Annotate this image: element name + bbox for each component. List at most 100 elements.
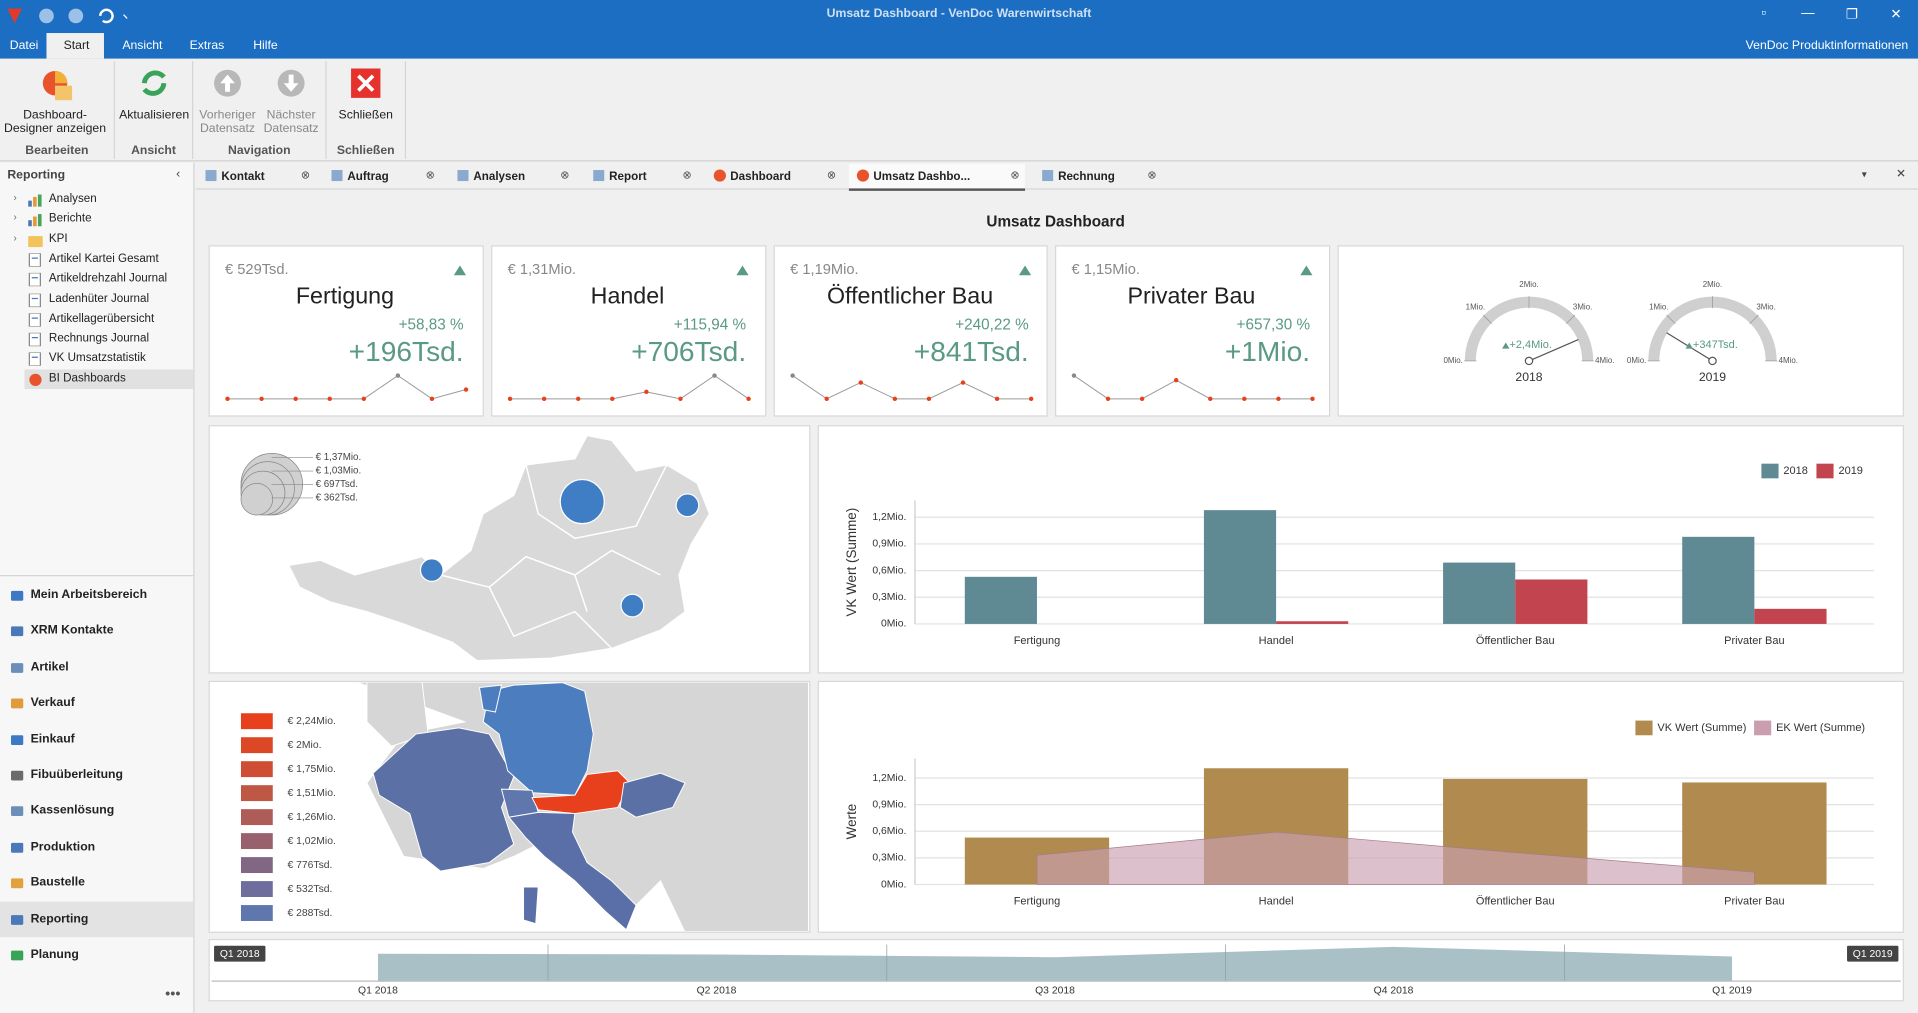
ribbon-icon-graphic xyxy=(274,66,308,100)
doc-tab-close[interactable]: ⊗ xyxy=(683,169,692,182)
menu-tab[interactable]: Extras xyxy=(190,39,225,52)
nav-item[interactable]: Produktion xyxy=(31,840,96,853)
doc-tab-close[interactable]: ⊗ xyxy=(1010,169,1019,182)
doc-tab-icon xyxy=(456,169,469,182)
doc-tab-close[interactable]: ⊗ xyxy=(827,169,836,182)
menu-tab[interactable]: Start xyxy=(64,39,90,52)
window-button[interactable]: ▫ xyxy=(1752,6,1776,21)
nav-icon xyxy=(10,912,25,927)
tree-item[interactable]: Berichte xyxy=(49,212,92,225)
tree-icon xyxy=(28,213,43,226)
spark-point xyxy=(644,390,648,394)
x-tick-label: Handel xyxy=(1259,635,1294,647)
spark-point xyxy=(362,397,366,401)
spark-point xyxy=(1310,397,1314,401)
nav-item[interactable]: Verkauf xyxy=(31,696,75,709)
doc-tab[interactable]: Auftrag xyxy=(347,170,388,183)
nav-item[interactable]: Baustelle xyxy=(31,876,85,889)
tree-item[interactable]: BI Dashboards xyxy=(49,372,126,385)
tree-item[interactable]: VK Umsatzstatistik xyxy=(49,352,146,365)
doc-tab[interactable]: Dashboard xyxy=(730,170,791,183)
sidebar-collapse[interactable]: ‹ xyxy=(176,168,180,181)
ribbon-button[interactable]: Vorheriger Datensatz xyxy=(197,109,258,136)
tree-item[interactable]: Artikel Kartei Gesamt xyxy=(49,252,159,265)
tree-icon xyxy=(28,193,43,206)
tree-item[interactable]: KPI xyxy=(49,232,68,245)
spark-point xyxy=(293,397,297,401)
tree-item[interactable]: Ladenhüter Journal xyxy=(49,292,149,305)
ribbon-group-label: Schließen xyxy=(327,144,405,157)
nav-item[interactable]: Artikel xyxy=(31,660,69,673)
menu-tab[interactable]: Hilfe xyxy=(253,39,277,52)
range-handle-label: Q1 2019 xyxy=(1853,949,1893,960)
card-percent: +657,30 % xyxy=(1237,316,1311,333)
doc-tab-close[interactable]: ⊗ xyxy=(426,169,435,182)
doc-tab[interactable]: Report xyxy=(609,170,646,183)
doc-tab-close[interactable]: ⊗ xyxy=(1147,169,1156,182)
spark-point xyxy=(259,397,263,401)
doc-tab[interactable]: Rechnung xyxy=(1058,170,1115,183)
ribbon-button[interactable]: Schließen xyxy=(311,109,421,122)
bar xyxy=(1204,510,1276,624)
nav-item[interactable]: XRM Kontakte xyxy=(31,624,114,637)
dashboard-title: Umsatz Dashboard xyxy=(986,214,1124,231)
legend-label: € 776Tsd. xyxy=(287,860,332,871)
quick-access xyxy=(5,5,127,27)
menu-tab[interactable]: Datei xyxy=(10,39,39,52)
nav-icon xyxy=(10,840,25,855)
legend-swatch xyxy=(241,785,273,801)
nav-item[interactable]: Planung xyxy=(31,948,79,961)
tree-item[interactable]: Rechnungs Journal xyxy=(49,332,149,345)
tree-icon-graphic xyxy=(28,353,43,366)
ribbon-button[interactable]: Aktualisieren xyxy=(99,109,209,122)
tree-icon xyxy=(28,273,43,286)
tree-icon-graphic xyxy=(28,213,43,226)
x-tick-label: Fertigung xyxy=(1014,635,1060,647)
doc-tab[interactable]: Kontakt xyxy=(221,170,264,183)
window-button[interactable]: ❐ xyxy=(1840,6,1864,22)
legend-label: € 288Tsd. xyxy=(287,908,332,919)
tab-close-all[interactable]: ✕ xyxy=(1896,168,1906,181)
range-axis-label: Q1 2019 xyxy=(1712,986,1752,997)
gauge-tick-label: 0Mio. xyxy=(1443,356,1462,365)
y-tick-label: 0Mio. xyxy=(881,619,906,630)
legend-label: € 1,02Mio. xyxy=(287,836,335,847)
spark-point xyxy=(712,373,716,377)
x-tick-label: Öffentlicher Bau xyxy=(1476,635,1555,647)
nav-item[interactable]: Fibuüberleitung xyxy=(31,768,123,781)
doc-tab-close[interactable]: ⊗ xyxy=(301,169,310,182)
card-percent: +115,94 % xyxy=(674,316,747,333)
legend-swatch xyxy=(241,857,273,873)
nav-item[interactable]: Mein Arbeitsbereich xyxy=(31,588,147,601)
tree-item[interactable]: Analysen xyxy=(49,192,97,205)
legend-label: € 532Tsd. xyxy=(287,884,332,895)
doc-tab-icon-graphic xyxy=(856,169,869,182)
legend-swatch xyxy=(1761,464,1778,479)
doc-tab[interactable]: Umsatz Dashbo... xyxy=(873,170,970,183)
spark-point xyxy=(610,397,614,401)
doc-tab-close[interactable]: ⊗ xyxy=(560,169,569,182)
sidebar-more[interactable]: ••• xyxy=(165,985,180,1002)
card-percent: +240,22 % xyxy=(955,316,1029,333)
window-button[interactable]: — xyxy=(1796,6,1820,21)
card-percent: +58,83 % xyxy=(399,316,464,333)
legend-swatch xyxy=(241,737,273,753)
doc-tabbar xyxy=(196,163,1918,190)
tree-item[interactable]: Artikellagerübersicht xyxy=(49,312,154,325)
menu-tab[interactable]: Ansicht xyxy=(122,39,162,52)
doc-tab[interactable]: Analysen xyxy=(473,170,525,183)
card-delta: +196Tsd. xyxy=(349,336,464,367)
tree-item[interactable]: Artikeldrehzahl Journal xyxy=(49,272,167,285)
nav-item[interactable]: Kassenlösung xyxy=(31,804,115,817)
tab-menu[interactable]: ▾ xyxy=(1862,169,1867,180)
nav-item[interactable]: Reporting xyxy=(31,912,89,925)
tree-icon xyxy=(28,353,43,366)
window-button[interactable]: ✕ xyxy=(1884,6,1908,22)
ribbon-button[interactable]: Dashboard-Designer anzeigen xyxy=(0,109,110,136)
quick-access-graphic xyxy=(5,5,127,27)
doc-tab-icon-graphic xyxy=(330,169,343,182)
gauge-tick-label: 2Mio. xyxy=(1519,280,1538,289)
menu-right[interactable]: VenDoc Produktinformationen xyxy=(1746,39,1909,52)
nav-item[interactable]: Einkauf xyxy=(31,732,75,745)
